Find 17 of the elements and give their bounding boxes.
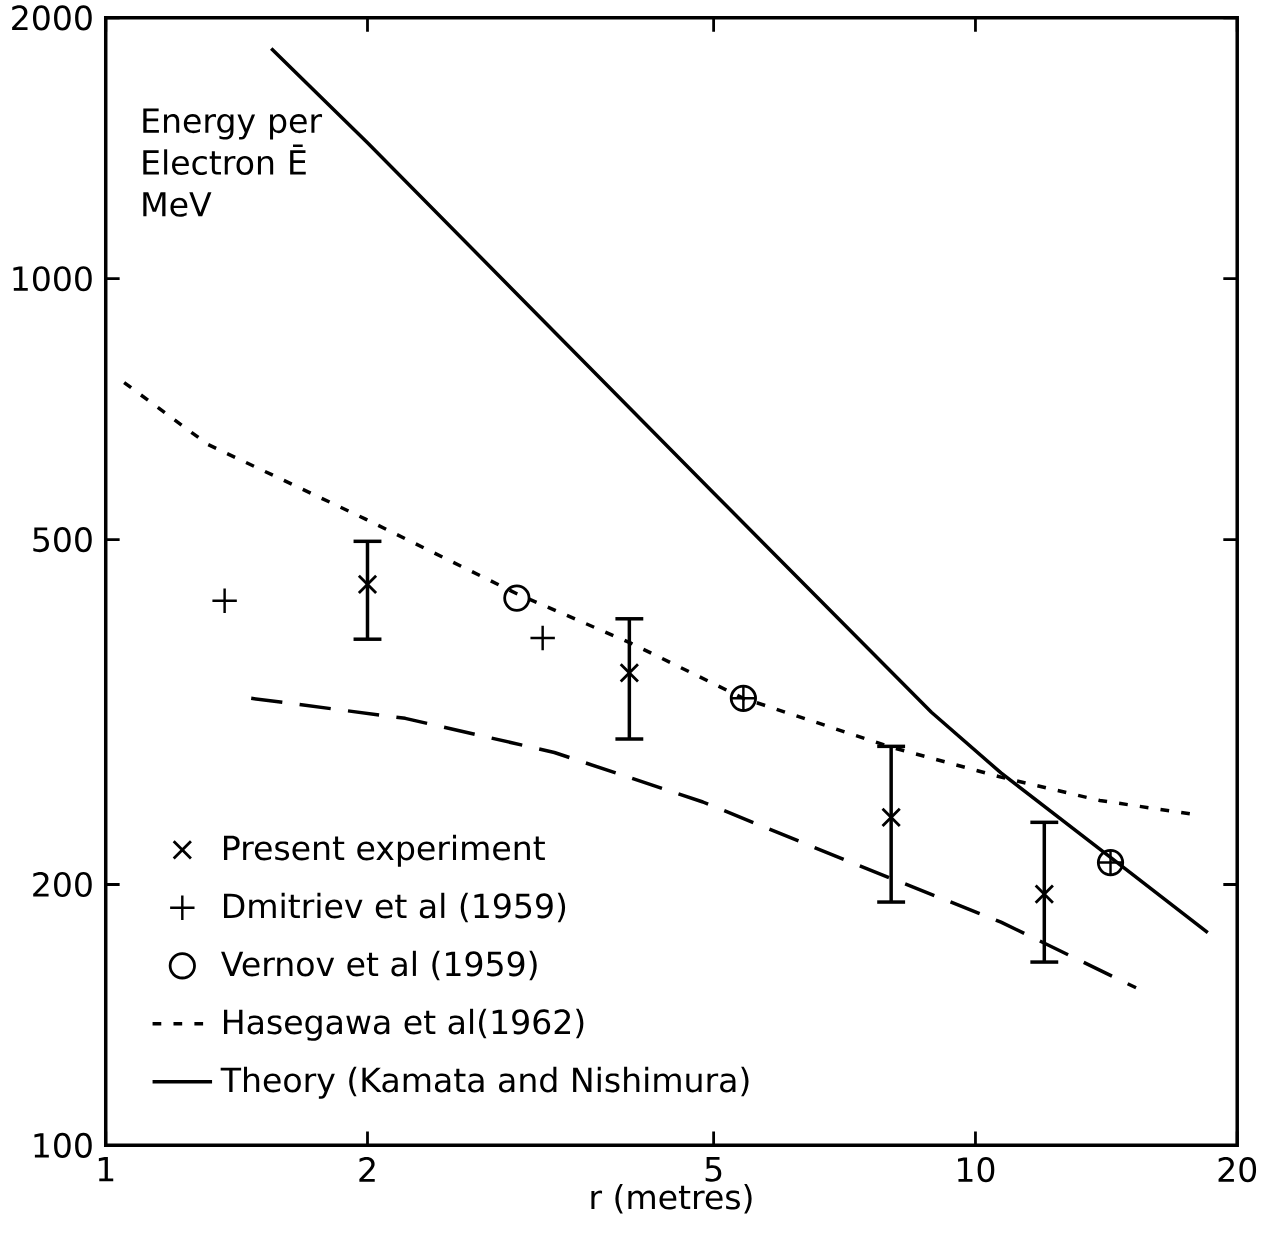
legend-label: Present experiment (224, 834, 545, 867)
legend-label: Dmitriev et al (1959) (224, 892, 566, 923)
legend-label: Vernov et al (1959) (221, 950, 537, 981)
y-tick-label: 500 (33, 527, 92, 553)
y-tick-label: 100 (34, 1132, 92, 1159)
y-tick-label: 2000 (12, 5, 92, 31)
x-tick-label: 20 (1218, 1157, 1257, 1183)
legend-label: Hasegawa et al(1962) (224, 1008, 584, 1041)
x-tick-label: 2 (359, 1157, 375, 1182)
legend-label: Theory (Kamata and Nishimura) (220, 1066, 749, 1099)
y-axis-title: Energy per Electron Ē MeV (143, 108, 323, 217)
x-axis-title: r (metres) (591, 1184, 752, 1214)
y-tick-label: 200 (33, 872, 92, 898)
x-tick-label: 5 (705, 1157, 722, 1182)
x-tick-label: 10 (958, 1157, 995, 1183)
x-tick-label: 1 (98, 1157, 114, 1182)
y-tick-label: 1000 (13, 266, 92, 292)
